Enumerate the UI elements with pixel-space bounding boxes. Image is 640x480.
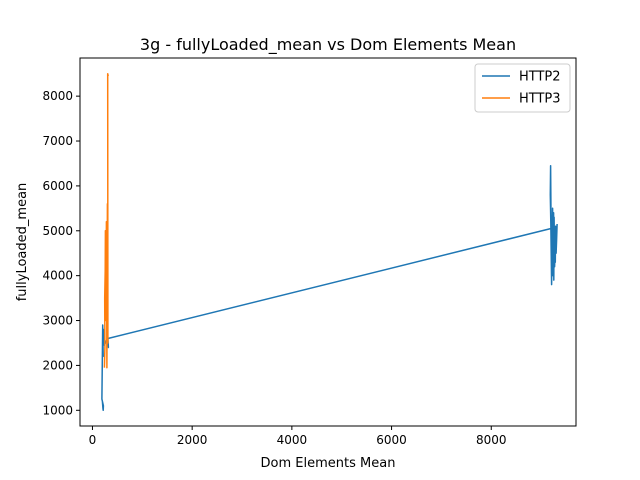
x-axis-ticks: 0 2000 4000 6000 8000 (89, 426, 507, 447)
series-line-http3 (103, 72, 109, 369)
y-tick-label: 7000 (42, 134, 73, 148)
x-tick-label: 8000 (476, 433, 507, 447)
y-axis-ticks: 1000 2000 3000 4000 5000 6000 7000 8000 (42, 89, 80, 417)
legend: HTTP2 HTTP3 (474, 63, 571, 113)
y-tick-label: 8000 (42, 89, 73, 103)
x-axis-label: Dom Elements Mean (261, 456, 396, 471)
plot-frame (79, 57, 577, 427)
y-axis-label: fullyLoaded_mean (15, 183, 30, 302)
y-tick-label: 5000 (42, 224, 73, 238)
legend-label-http3: HTTP3 (519, 92, 561, 107)
chart-title: 3g - fullyLoaded_mean vs Dom Elements Me… (140, 35, 516, 55)
y-tick-label: 3000 (42, 314, 73, 328)
plot-lines (101, 72, 558, 412)
x-tick-label: 0 (89, 433, 97, 447)
x-tick-label: 6000 (376, 433, 407, 447)
y-tick-label: 1000 (42, 403, 73, 417)
y-tick-label: 2000 (42, 358, 73, 372)
y-tick-label: 6000 (42, 179, 73, 193)
x-tick-label: 2000 (177, 433, 208, 447)
series-line-http2 (101, 164, 558, 412)
legend-label-http2: HTTP2 (519, 70, 561, 85)
y-tick-label: 4000 (42, 269, 73, 283)
x-tick-label: 4000 (277, 433, 308, 447)
